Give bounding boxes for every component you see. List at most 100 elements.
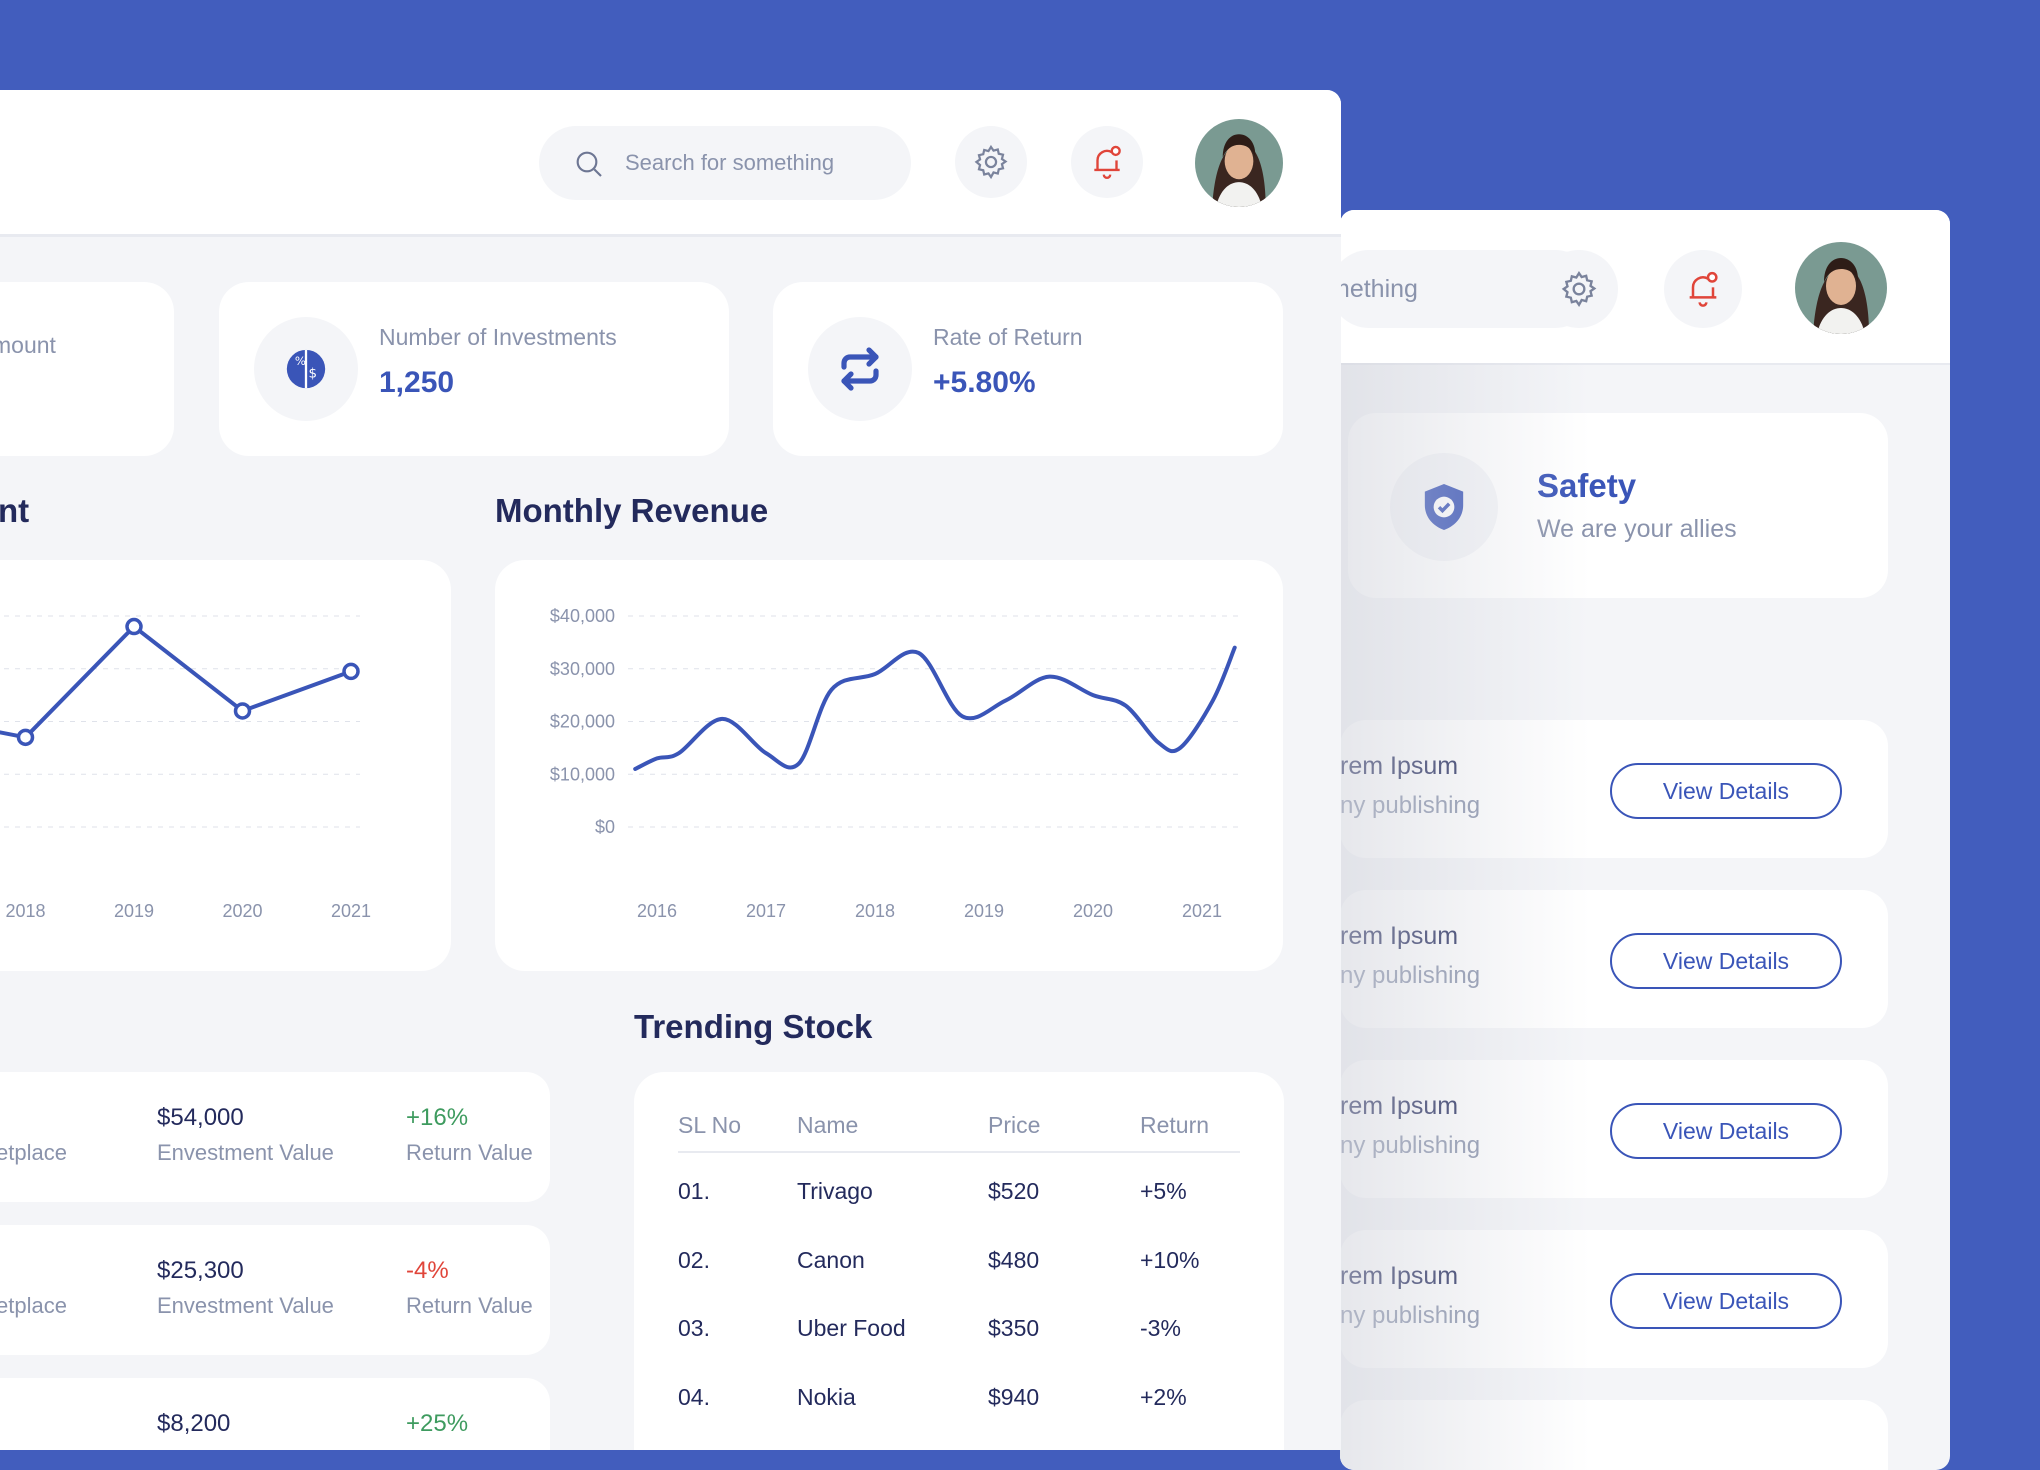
safety-card[interactable]: Safety We are your allies [1348,413,1888,598]
list-item-title: rem Ipsum [1340,752,1459,780]
data-point [125,617,143,636]
investment-row[interactable]: $8,200 +25% [0,1378,550,1450]
left-line-chart: 2018 2019 2020 2021 [0,615,371,921]
bell-icon [1689,271,1718,307]
stat-label: Rate of Return [933,324,1083,350]
view-details-button[interactable]: View Details [1610,763,1842,819]
row-price: $350 [988,1315,1040,1341]
safety-title: Safety [1537,467,1637,504]
y-tick-label: $10,000 [550,764,615,784]
row-return: -3% [1140,1315,1181,1341]
left-chart-title: nt [0,492,30,529]
row-name: Canon [797,1247,865,1273]
investment-return: -4% [406,1257,449,1284]
stat-icon-badge: % $ [254,317,358,421]
list-item-subtitle: ny publishing [1340,792,1481,819]
investment-return-label: Return Value [406,1140,533,1165]
x-tick-label: 2019 [964,901,1004,921]
table-divider [678,1151,1240,1153]
view-details-button[interactable]: View Details [1610,933,1842,989]
investment-value-label: Envestment Value [157,1140,334,1165]
x-tick-label: 2019 [114,901,154,921]
stat-value: +5.80% [933,366,1036,399]
table-header: Return [1140,1112,1210,1138]
table-row[interactable]: 04. Nokia $940 +2% [634,1374,1284,1430]
x-tick-label: 2017 [746,901,786,921]
stat-card-amount: mount [0,282,174,456]
shield-check-icon [1424,484,1464,530]
avatar-image [1195,119,1283,207]
front-window: mount % $ Number of Investments 1,250 Ra… [0,90,1341,1450]
search-icon [576,151,602,177]
gear-icon [974,144,1008,180]
series-line [0,624,352,740]
trending-table: SL No Name Price Return 01. Trivago $520… [634,1072,1284,1450]
x-tick-label: 2020 [222,901,262,921]
investment-value: $54,000 [157,1104,244,1131]
search-bar[interactable] [539,126,911,200]
investment-row[interactable]: etplace $54,000 Envestment Value +16% Re… [0,1072,550,1202]
settings-button[interactable] [955,126,1027,198]
list-item: rem Ipsum ny publishing View Details [1340,1060,1888,1198]
investment-return: +16% [406,1104,469,1131]
row-price: $480 [988,1247,1040,1273]
list-item: rem Ipsum ny publishing View Details [1340,890,1888,1028]
view-details-button[interactable]: View Details [1610,1103,1842,1159]
row-name: Uber Food [797,1315,906,1341]
table-header: Name [797,1112,859,1138]
left-chart-card: 2018 2019 2020 2021 [0,560,451,971]
investment-value: $8,200 [157,1410,231,1437]
table-row[interactable]: 01. Trivago $520 +5% [634,1168,1284,1224]
stat-label: Number of Investments [379,324,617,350]
notification-button[interactable] [1071,126,1143,198]
back-settings-button[interactable] [1540,250,1618,328]
row-number: 01. [678,1178,710,1204]
y-tick-label: $20,000 [550,712,615,732]
revenue-line-chart: $0 $10,000 $20,000 $30,000 $40,000 2016 2017 20… [550,606,1240,921]
row-return: +10% [1140,1247,1200,1273]
svg-text:$: $ [308,367,317,382]
avatar-image [1795,242,1887,334]
revenue-chart-card: $0 $10,000 $20,000 $30,000 $40,000 2016 2017 20… [495,560,1283,971]
table-header: Price [988,1112,1041,1138]
row-return: +5% [1140,1178,1187,1204]
table-row[interactable]: 02. Canon $480 +10% [634,1237,1284,1293]
investment-name: etplace [0,1293,67,1318]
list-item: rem Ipsum ny publishing View Details [1340,1230,1888,1368]
back-notification-button[interactable] [1664,250,1742,328]
safety-icon-badge [1390,453,1498,561]
trending-title: Trending Stock [634,1008,873,1045]
x-tick-label: 2018 [5,901,45,921]
row-price: $520 [988,1178,1040,1204]
x-tick-label: 2021 [1182,901,1222,921]
data-point [233,702,252,720]
back-avatar[interactable] [1795,242,1887,334]
row-name: Nokia [797,1384,856,1410]
stat-card-return: Rate of Return +5.80% [773,282,1283,456]
x-tick-label: 2016 [637,901,677,921]
data-point [16,728,35,747]
view-details-button[interactable]: View Details [1610,1273,1842,1329]
row-name: Trivago [797,1178,873,1204]
investment-icon: % $ [286,349,326,389]
y-tick-label: $0 [595,817,615,837]
avatar[interactable] [1195,119,1283,207]
list-item-title: rem Ipsum [1340,1262,1459,1290]
repeat-icon [841,347,879,391]
row-number: 04. [678,1384,710,1410]
list-item-subtitle: ny publishing [1340,1132,1481,1159]
investment-row[interactable]: etplace $25,300 Envestment Value -4% Ret… [0,1225,550,1355]
top-header [0,90,1341,237]
stat-card-investments: % $ Number of Investments 1,250 [219,282,729,456]
list-item-subtitle: ny publishing [1340,1302,1481,1329]
stat-icon-badge [808,317,912,421]
stat-value: 1,250 [379,366,455,399]
row-number: 03. [678,1315,710,1341]
x-tick-label: 2018 [855,901,895,921]
investment-return-label: Return Value [406,1293,533,1318]
search-input[interactable] [625,126,895,200]
table-row[interactable]: 03. Uber Food $350 -3% [634,1305,1284,1361]
x-tick-label: 2021 [331,901,371,921]
table-header: SL No [678,1112,742,1138]
list-item-title: rem Ipsum [1340,1092,1459,1120]
